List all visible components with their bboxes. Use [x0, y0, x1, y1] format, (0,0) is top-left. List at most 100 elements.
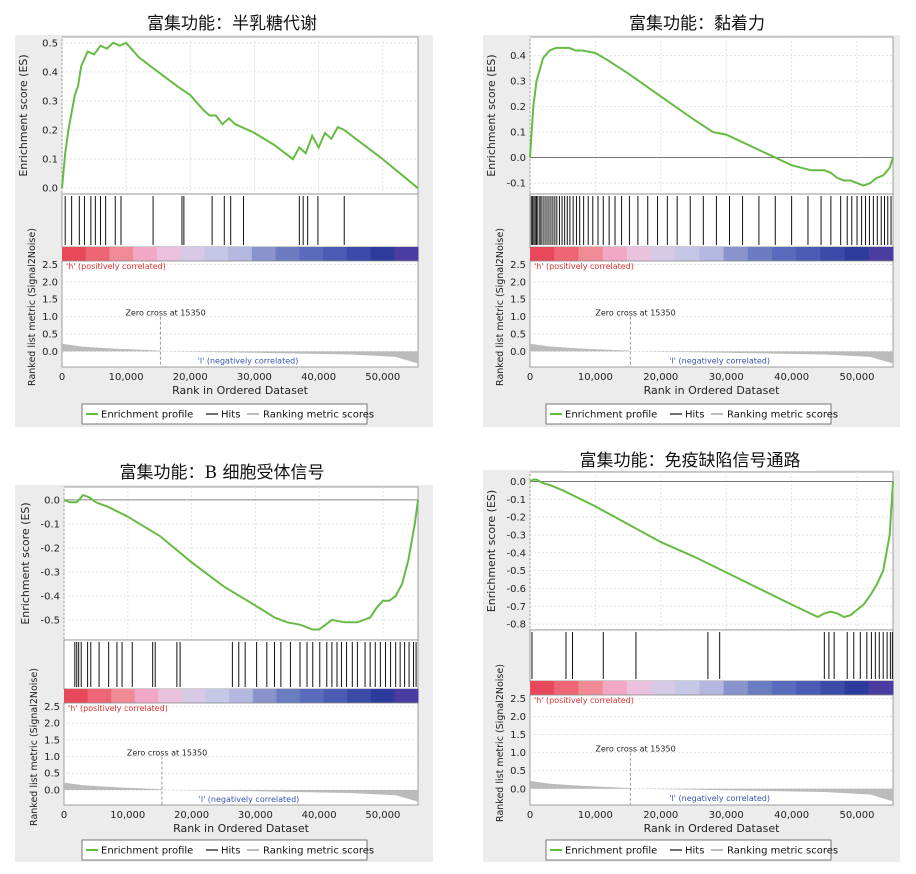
legend-metric-label: Ranking metric scores [263, 410, 374, 421]
metric-tick-label: 0.5 [510, 766, 526, 777]
x-tick-label: 20,000 [643, 372, 678, 383]
ranking-color-segment [602, 681, 628, 695]
legend-box [81, 403, 368, 425]
ranking-color-segment [204, 247, 229, 261]
ranking-color-segment [252, 689, 277, 703]
x-tick-label: 50,000 [365, 810, 400, 821]
metric-negative-area [636, 351, 893, 364]
metric-tick-label: 0.5 [510, 329, 526, 340]
es-tick-label: -0.1 [506, 495, 526, 506]
negative-correlated-label: 'l' (negatively correlated) [669, 356, 770, 365]
metric-tick-label: 1.5 [44, 735, 60, 746]
zero-cross-label: Zero cross at 15350 [127, 749, 207, 758]
x-tick-label: 0 [61, 810, 67, 821]
title-background [601, 12, 793, 34]
es-tick-label: 0.3 [42, 96, 58, 107]
metric-axis-label: Ranked list metric (Signal2Noise) [27, 228, 38, 386]
x-tick-label: 20,000 [173, 372, 208, 383]
ranking-color-segment [651, 247, 676, 261]
x-tick-label: 40,000 [301, 372, 336, 383]
es-axis-label: Enrichment score (ES) [485, 54, 498, 176]
x-tick-label: 50,000 [840, 810, 875, 821]
title-background [106, 461, 338, 483]
ranking-color-segment [530, 681, 555, 695]
es-tick-label: -0.3 [40, 567, 60, 578]
x-tick-label: 0 [527, 810, 533, 821]
ranking-color-segment [747, 681, 773, 695]
es-tick-label: 0.4 [42, 67, 58, 78]
ranking-color-segment [820, 247, 846, 261]
x-tick-label: 10,000 [578, 810, 613, 821]
ranking-color-segment [747, 247, 773, 261]
x-tick-label: 50,000 [840, 372, 875, 383]
legend-profile-label: Enrichment profile [101, 410, 193, 421]
chart-title: 富集功能：B 细胞受体信号 [120, 463, 325, 483]
es-axis-label: Enrichment score (ES) [19, 502, 32, 624]
legend-hits-label: Hits [685, 846, 704, 857]
x-tick-label: 0 [59, 372, 65, 383]
ranking-color-segment [370, 689, 395, 703]
es-tick-label: -0.8 [506, 620, 526, 631]
ranking-color-segment [868, 681, 894, 695]
ranking-color-segment [133, 247, 158, 261]
metric-tick-label: 2.0 [510, 712, 526, 723]
ranking-color-segment [578, 247, 604, 261]
es-tick-label: -0.1 [40, 519, 60, 530]
es-tick-label: 0.0 [510, 153, 526, 164]
es-tick-label: 0.0 [42, 184, 58, 195]
negative-correlated-label: 'l' (negatively correlated) [198, 356, 299, 365]
positive-correlated-label: 'h' (positively correlated) [68, 704, 168, 713]
es-tick-label: -0.1 [506, 179, 526, 190]
gsea-chart-4: 富集功能：免疫缺陷信号通路 0.0 -0.1 -0.2 -0.3 -0.4 -0.5 -0.6… [483, 449, 900, 862]
ranking-color-segment [205, 689, 230, 703]
ranking-color-segment [554, 681, 579, 695]
es-axis-label: Enrichment score (ES) [17, 54, 30, 176]
legend-metric-label: Ranking metric scores [727, 846, 838, 857]
ranking-color-segment [554, 247, 579, 261]
positive-correlated-label: 'h' (positively correlated) [534, 696, 634, 705]
enrichment-profile-line [63, 493, 419, 631]
title-background [564, 449, 816, 471]
ranking-color-segment [675, 247, 700, 261]
ranking-color-segment [87, 689, 112, 703]
ranking-color-segment [156, 247, 182, 261]
x-tick-label: 0 [527, 372, 533, 383]
ranking-color-segment [530, 247, 555, 261]
positive-correlated-label: 'h' (positively correlated) [66, 262, 166, 271]
ranking-color-segment [796, 681, 821, 695]
metric-tick-label: 2.5 [510, 260, 526, 271]
ranking-color-segment [844, 681, 870, 695]
ranking-color-segment [85, 247, 110, 261]
x-tick-label: 30,000 [238, 810, 273, 821]
title-background [126, 12, 338, 34]
metric-tick-label: 0.0 [44, 785, 60, 796]
metric-negative-area [636, 788, 893, 802]
ranking-color-segment [651, 681, 676, 695]
es-tick-label: 0.3 [510, 77, 526, 88]
metric-axis-label: Ranked list metric (Signal2Noise) [29, 668, 40, 826]
legend-profile-label: Enrichment profile [565, 846, 657, 857]
chart-title: 富集功能：免疫缺陷信号通路 [580, 451, 801, 471]
metric-tick-label: 1.5 [510, 295, 526, 306]
ranking-color-segment [723, 681, 749, 695]
ranking-color-segment [772, 247, 797, 261]
ranking-color-segment [134, 689, 159, 703]
ranking-color-segment [182, 689, 207, 703]
es-tick-label: 0.1 [510, 128, 526, 139]
legend-hits-label: Hits [221, 846, 240, 857]
x-tick-label: 20,000 [174, 810, 209, 821]
es-tick-label: -0.3 [506, 530, 526, 541]
metric-tick-label: 2.0 [44, 719, 60, 730]
legend-hits-label: Hits [685, 410, 704, 421]
metric-positive-area [64, 782, 162, 790]
ranking-color-segment [158, 689, 183, 703]
zero-cross-label: Zero cross at 15350 [595, 745, 675, 754]
ranking-color-segment [346, 247, 372, 261]
ranking-color-segment [62, 247, 87, 261]
hits-area [529, 193, 894, 248]
es-tick-label: -0.2 [506, 513, 526, 524]
es-axis-label: Enrichment score (ES) [485, 490, 498, 612]
x-axis-label: Rank in Ordered Dataset [644, 384, 781, 397]
ranking-color-segment [675, 681, 700, 695]
negative-correlated-label: 'l' (negatively correlated) [199, 795, 300, 804]
